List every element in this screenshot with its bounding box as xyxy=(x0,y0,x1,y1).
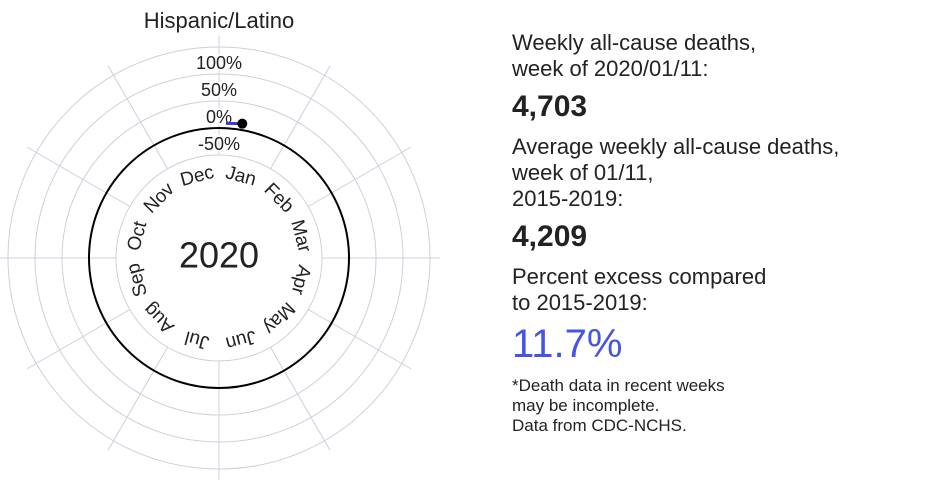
chart: Hispanic/Latino -50%0%50%100%JanFebMarAp… xyxy=(0,8,440,480)
grid-ring xyxy=(34,73,404,443)
r-tick-label: 50% xyxy=(201,80,237,100)
month-label: Dec xyxy=(178,162,216,191)
spoke xyxy=(26,146,131,207)
deaths-value: 4,703 xyxy=(512,90,588,123)
center-label: 2020 xyxy=(179,235,259,276)
label: to 2015-2019: xyxy=(512,290,648,315)
month-label: Nov xyxy=(140,179,179,218)
baseline xyxy=(88,127,350,389)
label: Percent excess compared xyxy=(512,264,767,289)
note: Data from CDC-NCHS. xyxy=(512,416,687,435)
spoke xyxy=(107,346,168,451)
month-label: Jul xyxy=(183,326,212,353)
month-label: Sep xyxy=(123,261,152,299)
month-label: May xyxy=(258,298,299,339)
grid-ring xyxy=(61,100,377,416)
month-label: Jun xyxy=(223,325,258,353)
r-tick-label: 100% xyxy=(196,53,242,73)
label: 2015-2019: xyxy=(512,186,624,211)
note: *Death data in recent weeks xyxy=(512,376,725,395)
month-label: Oct xyxy=(123,218,151,253)
label: Average weekly all-cause deaths, xyxy=(512,134,840,159)
spoke xyxy=(270,346,331,451)
spoke xyxy=(107,65,168,170)
month-label: Jan xyxy=(223,162,258,190)
outer-ring xyxy=(7,46,431,470)
note: may be incomplete. xyxy=(512,396,660,415)
chart-title: Hispanic/Latino xyxy=(144,8,294,33)
month-label: Apr xyxy=(286,263,314,298)
spoke xyxy=(270,65,331,170)
info-panel: Weekly all-cause deaths, week of 2020/01… xyxy=(512,30,932,436)
label: Weekly all-cause deaths, xyxy=(512,30,757,55)
spoke xyxy=(307,146,412,207)
month-label: Mar xyxy=(286,218,315,256)
label: week of 2020/01/11: xyxy=(512,56,709,81)
average-value: 4,209 xyxy=(512,220,588,253)
grid-ring xyxy=(115,154,323,362)
point xyxy=(237,118,248,129)
r-tick-label: -50% xyxy=(198,134,240,154)
spoke xyxy=(307,309,412,370)
spoke xyxy=(26,309,131,370)
excess-value: 11.7% xyxy=(512,322,623,366)
label: week of 01/11, xyxy=(512,160,654,185)
month-label: Aug xyxy=(140,298,179,337)
